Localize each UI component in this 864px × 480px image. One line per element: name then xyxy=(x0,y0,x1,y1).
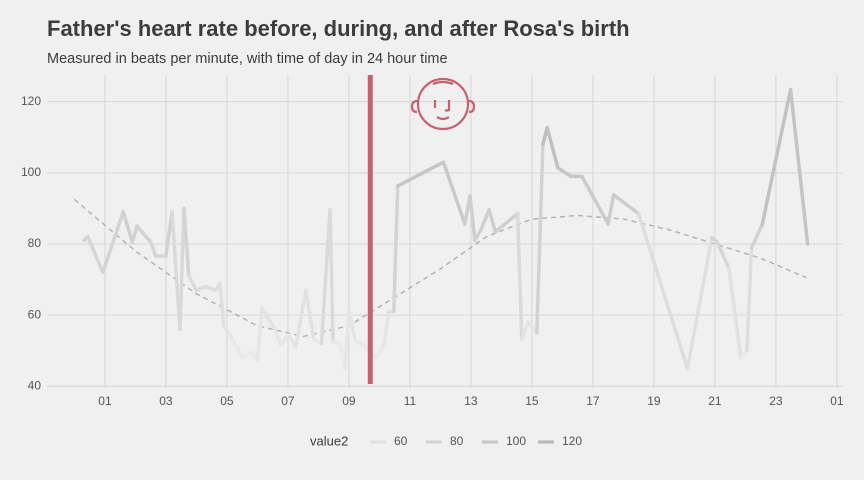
line-segment xyxy=(347,309,357,342)
y-tick-label: 60 xyxy=(28,307,42,321)
line-segment xyxy=(395,160,446,188)
line-segment xyxy=(130,224,139,244)
line-segment xyxy=(556,166,573,179)
legend-label: 100 xyxy=(506,434,526,448)
line-segment xyxy=(760,87,793,227)
plot: 40 60 80 100 120 01 03 05 07 09 11 13 15 17 19 21 23 01 va… xyxy=(21,75,844,448)
x-tick-label: 01 xyxy=(830,394,844,408)
line-segment xyxy=(218,281,226,328)
baby-face-icon xyxy=(410,77,476,131)
line-segment xyxy=(788,87,810,246)
line-segment xyxy=(487,208,498,234)
x-tick-label: 07 xyxy=(281,394,295,408)
line-segment xyxy=(374,343,386,360)
line-segment xyxy=(392,184,400,314)
legend-label: 80 xyxy=(450,434,464,448)
line-segment xyxy=(636,211,690,371)
line-segment xyxy=(468,194,477,243)
line-segment xyxy=(473,227,483,243)
x-tick-label: 09 xyxy=(342,394,356,408)
line-segment xyxy=(611,193,641,216)
line-segment xyxy=(273,327,283,348)
x-tick-label: 01 xyxy=(98,394,112,408)
line-segment xyxy=(545,125,560,170)
line-segment xyxy=(479,208,491,232)
line-segment xyxy=(203,284,218,292)
line-segment xyxy=(353,338,368,349)
x-tick-label: 15 xyxy=(525,394,539,408)
line-segment xyxy=(279,333,290,348)
line-segment xyxy=(222,324,234,340)
x-tick-label: 11 xyxy=(404,394,417,408)
line-segment xyxy=(745,246,754,353)
y-tick-label: 40 xyxy=(28,378,42,392)
x-tick-label: 03 xyxy=(159,394,173,408)
line-segment xyxy=(328,208,335,344)
line-segment xyxy=(121,210,135,244)
line-segment xyxy=(178,206,186,332)
line-segment xyxy=(187,274,199,292)
x-tick-label: 21 xyxy=(708,394,722,408)
line-segment xyxy=(319,208,332,346)
y-tick-label: 100 xyxy=(21,165,41,179)
line-segment xyxy=(685,236,714,371)
line-segment xyxy=(304,288,316,342)
line-segment xyxy=(606,193,616,226)
line-segment xyxy=(182,206,191,278)
line-segment xyxy=(343,309,351,371)
line-segment xyxy=(255,306,264,363)
x-tick-label: 23 xyxy=(769,394,783,408)
line-segment xyxy=(86,235,105,275)
trend-line xyxy=(73,198,807,338)
line-segment xyxy=(493,211,520,234)
line-segment xyxy=(515,211,524,342)
line-segment xyxy=(520,320,530,342)
y-tick-label: 120 xyxy=(21,94,41,108)
legend-label: 60 xyxy=(394,434,408,448)
x-tick-label: 19 xyxy=(647,394,661,408)
x-tick-label: 17 xyxy=(586,394,600,408)
line-segment xyxy=(294,288,308,348)
line-segment xyxy=(170,210,182,332)
legend-title: value2 xyxy=(310,433,348,448)
line-segment xyxy=(715,240,731,270)
line-segment xyxy=(749,222,764,250)
chart-subtitle: Measured in beats per minute, with time … xyxy=(47,51,448,67)
line-segment xyxy=(230,336,245,360)
y-tick-label: 80 xyxy=(28,236,42,250)
line-segment xyxy=(535,142,545,335)
line-segment xyxy=(441,160,467,226)
line-segment xyxy=(382,309,391,348)
x-tick-label: 13 xyxy=(464,394,478,408)
line-segment xyxy=(135,224,153,244)
line-segment xyxy=(148,240,158,258)
line-segment xyxy=(580,174,610,226)
legend-label: 120 xyxy=(562,434,582,448)
line-segment xyxy=(260,306,277,332)
chart-title: Father's heart rate before, during, and … xyxy=(47,16,630,41)
line-segment xyxy=(727,266,743,360)
line-segment xyxy=(101,210,125,275)
x-tick-label: 05 xyxy=(220,394,234,408)
